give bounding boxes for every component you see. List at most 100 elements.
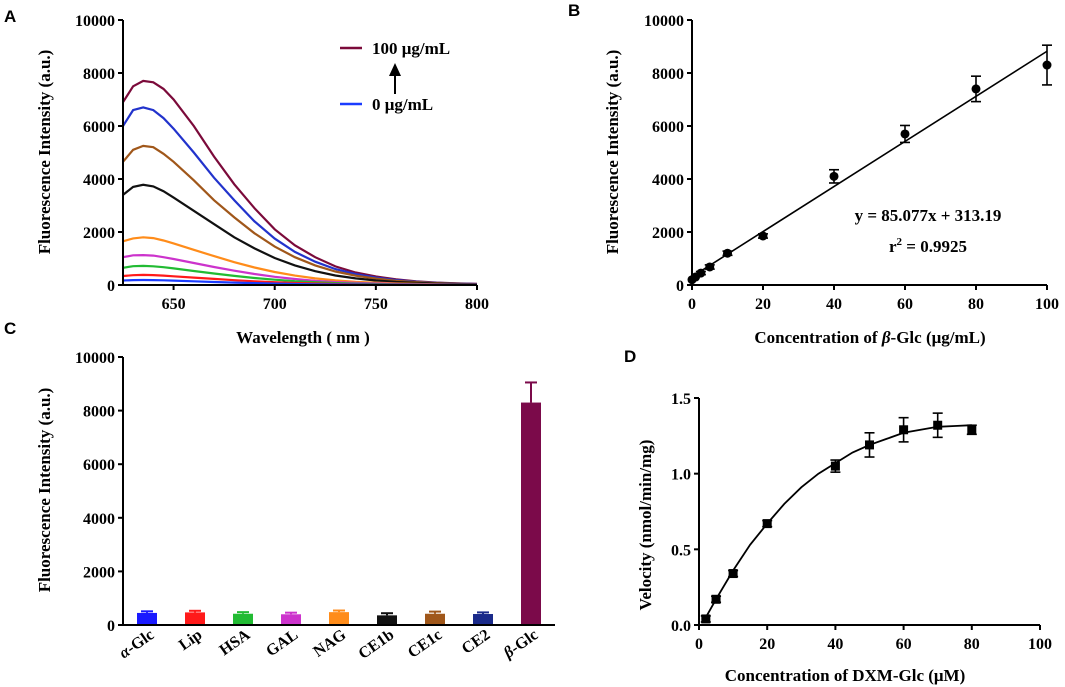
panel-a-emission-spectra: 0 2000 4000 6000 8000 10000 650 700 750 800 Wavel… xyxy=(35,13,489,347)
panel-c-bar xyxy=(329,612,349,625)
panel-b-y-tick-label: 6000 xyxy=(652,119,684,136)
panel-b-y-tick-label: 2000 xyxy=(652,225,684,242)
panel-c-bar xyxy=(185,612,205,625)
panel-d-y-tick-label: 1.0 xyxy=(671,467,691,484)
panel-a-x-tick-label: 800 xyxy=(465,296,489,313)
panel-c-y-tick-label: 2000 xyxy=(83,564,115,581)
panel-c-category-label: α-Glc xyxy=(116,626,157,662)
panel-d-x-tick-label: 80 xyxy=(964,636,980,653)
panel-d-data-point xyxy=(933,420,943,430)
panel-b-axes: 0 2000 4000 6000 8000 10000 0 20 40 60 80 100 xyxy=(644,13,1059,313)
panel-d-xlabel: Concentration of DXM-Glc (μM) xyxy=(725,666,966,685)
panel-a-y-tick-label: 0 xyxy=(107,278,115,295)
panel-d-x-tick-label: 0 xyxy=(695,636,703,653)
panel-d-data-point xyxy=(711,594,721,604)
panel-b-x-tick-label: 20 xyxy=(755,296,771,313)
panel-b-calibration: 0 2000 4000 6000 8000 10000 0 20 40 60 80 100 y = 8… xyxy=(603,13,1059,347)
panel-letter-a: A xyxy=(4,7,16,26)
panel-c-bar xyxy=(377,615,397,625)
panel-c-y-tick-label: 6000 xyxy=(83,457,115,474)
panel-d-ylabel: Velocity (nmol/min/mg) xyxy=(636,440,655,611)
panel-a-xlabel: Wavelength ( nm ) xyxy=(236,328,370,347)
panel-c-category-label: CE1b xyxy=(355,626,397,662)
panel-a-y-tick-label: 10000 xyxy=(75,13,115,30)
panel-b-data-point xyxy=(829,171,839,181)
panel-b-y-tick-label: 8000 xyxy=(652,66,684,83)
panel-d-plot-group xyxy=(700,412,977,624)
panel-a-x-tick-label: 750 xyxy=(364,296,388,313)
panel-d-x-tick-label: 40 xyxy=(827,636,843,653)
panel-a-y-tick-label: 2000 xyxy=(83,225,115,242)
panel-b-data-point xyxy=(758,231,768,241)
panel-b-y-tick-label: 10000 xyxy=(644,13,684,30)
panel-letter-d: D xyxy=(624,347,636,366)
panel-d-data-point xyxy=(830,461,840,471)
panel-a-line-s4 xyxy=(122,183,478,286)
panel-b-x-tick-label: 100 xyxy=(1035,296,1059,313)
panel-b-y-tick-label: 0 xyxy=(676,278,684,295)
panel-a-line-s2 xyxy=(122,106,478,286)
panel-d-x-tick-label: 100 xyxy=(1028,636,1052,653)
panel-c-bar xyxy=(137,612,157,625)
panel-c-category-label: GAL xyxy=(263,626,301,660)
panel-b-x-tick-label: 40 xyxy=(826,296,842,313)
panel-a-legend-bottom-label: 0 μg/mL xyxy=(372,95,433,114)
panel-b-xlabel: Concentration of β-Glc (μg/mL) xyxy=(754,328,985,347)
panel-c-category-label: CE2 xyxy=(459,626,494,657)
panel-d-x-tick-label: 20 xyxy=(759,636,775,653)
panel-d-data-point xyxy=(865,440,874,450)
panel-c-category-label: NAG xyxy=(310,626,349,661)
panel-b-fit-line xyxy=(691,50,1048,278)
panel-c-category-label: HSA xyxy=(217,626,254,659)
panel-b-data-point xyxy=(723,248,732,258)
panel-a-axes: 0 2000 4000 6000 8000 10000 650 700 750 800 xyxy=(75,13,489,313)
panel-b-y-tick-label: 4000 xyxy=(652,172,684,189)
panel-d-y-tick-label: 0.0 xyxy=(671,618,691,635)
panel-c-bar xyxy=(281,614,301,625)
panel-c-bar xyxy=(425,613,445,625)
panel-a-y-tick-label: 8000 xyxy=(83,66,115,83)
panel-b-data-point xyxy=(971,84,981,94)
panel-c-y-tick-label: 4000 xyxy=(83,511,115,528)
panel-c-selectivity: α-Glc Lip HSA GAL NAG CE1b CE1c CE2 β-Glc 0 2000 4… xyxy=(35,350,555,663)
panel-a-y-tick-label: 6000 xyxy=(83,119,115,136)
panel-b-plot-group xyxy=(687,44,1052,285)
panel-d-data-point xyxy=(967,425,977,435)
panel-a-legend-arrow-icon xyxy=(389,63,401,76)
panel-b-x-tick-label: 0 xyxy=(688,296,696,313)
panel-d-x-tick-label: 60 xyxy=(896,636,912,653)
panel-a-ylabel: Fluorescence Intensity (a.u.) xyxy=(35,50,54,255)
panel-c-bar xyxy=(473,614,493,625)
panel-b-data-point xyxy=(696,268,706,278)
panel-b-data-point xyxy=(705,262,715,272)
panel-a-x-tick-label: 650 xyxy=(162,296,186,313)
panel-b-data-point xyxy=(900,129,910,139)
panel-letter-c: C xyxy=(4,319,16,338)
panel-b-x-tick-label: 60 xyxy=(897,296,913,313)
panel-c-category-label: β-Glc xyxy=(500,626,541,662)
panel-a-series-group xyxy=(122,79,478,286)
panel-a-line-s3 xyxy=(122,144,478,286)
panel-d-data-point xyxy=(899,425,909,435)
panel-b-x-tick-label: 80 xyxy=(968,296,984,313)
panel-b-equation: y = 85.077x + 313.19 xyxy=(855,206,1002,225)
panel-c-y-tick-label: 8000 xyxy=(83,404,115,421)
panel-a-legend-top-label: 100 μg/mL xyxy=(372,39,450,58)
panel-b-ylabel: Fluorescence Intensity (a.u.) xyxy=(603,50,622,255)
panel-c-bar xyxy=(233,613,253,625)
panel-c-y-tick-label: 0 xyxy=(107,618,115,635)
panel-d-axes: 0.0 0.5 1.0 1.5 0 20 40 60 80 100 xyxy=(671,391,1052,653)
panel-d-data-point xyxy=(728,569,738,579)
panel-d-y-tick-label: 0.5 xyxy=(671,542,691,559)
panel-d-kinetics: 0.0 0.5 1.0 1.5 0 20 40 60 80 100 Concentration o… xyxy=(636,391,1052,685)
panel-d-data-point xyxy=(701,614,711,624)
panel-c-y-tick-label: 10000 xyxy=(75,350,115,367)
panel-b-r2: r2 = 0.9925 xyxy=(889,236,967,256)
panel-c-bars-group: α-Glc Lip HSA GAL NAG CE1b CE1c CE2 β-Glc xyxy=(116,381,555,663)
panel-c-category-label: Lip xyxy=(176,626,206,654)
panel-c-ylabel: Fluorescence Intensity (a.u.) xyxy=(35,388,54,593)
panel-d-y-tick-label: 1.5 xyxy=(671,391,691,408)
panel-a-x-tick-label: 700 xyxy=(263,296,287,313)
panel-a-y-tick-label: 4000 xyxy=(83,172,115,189)
